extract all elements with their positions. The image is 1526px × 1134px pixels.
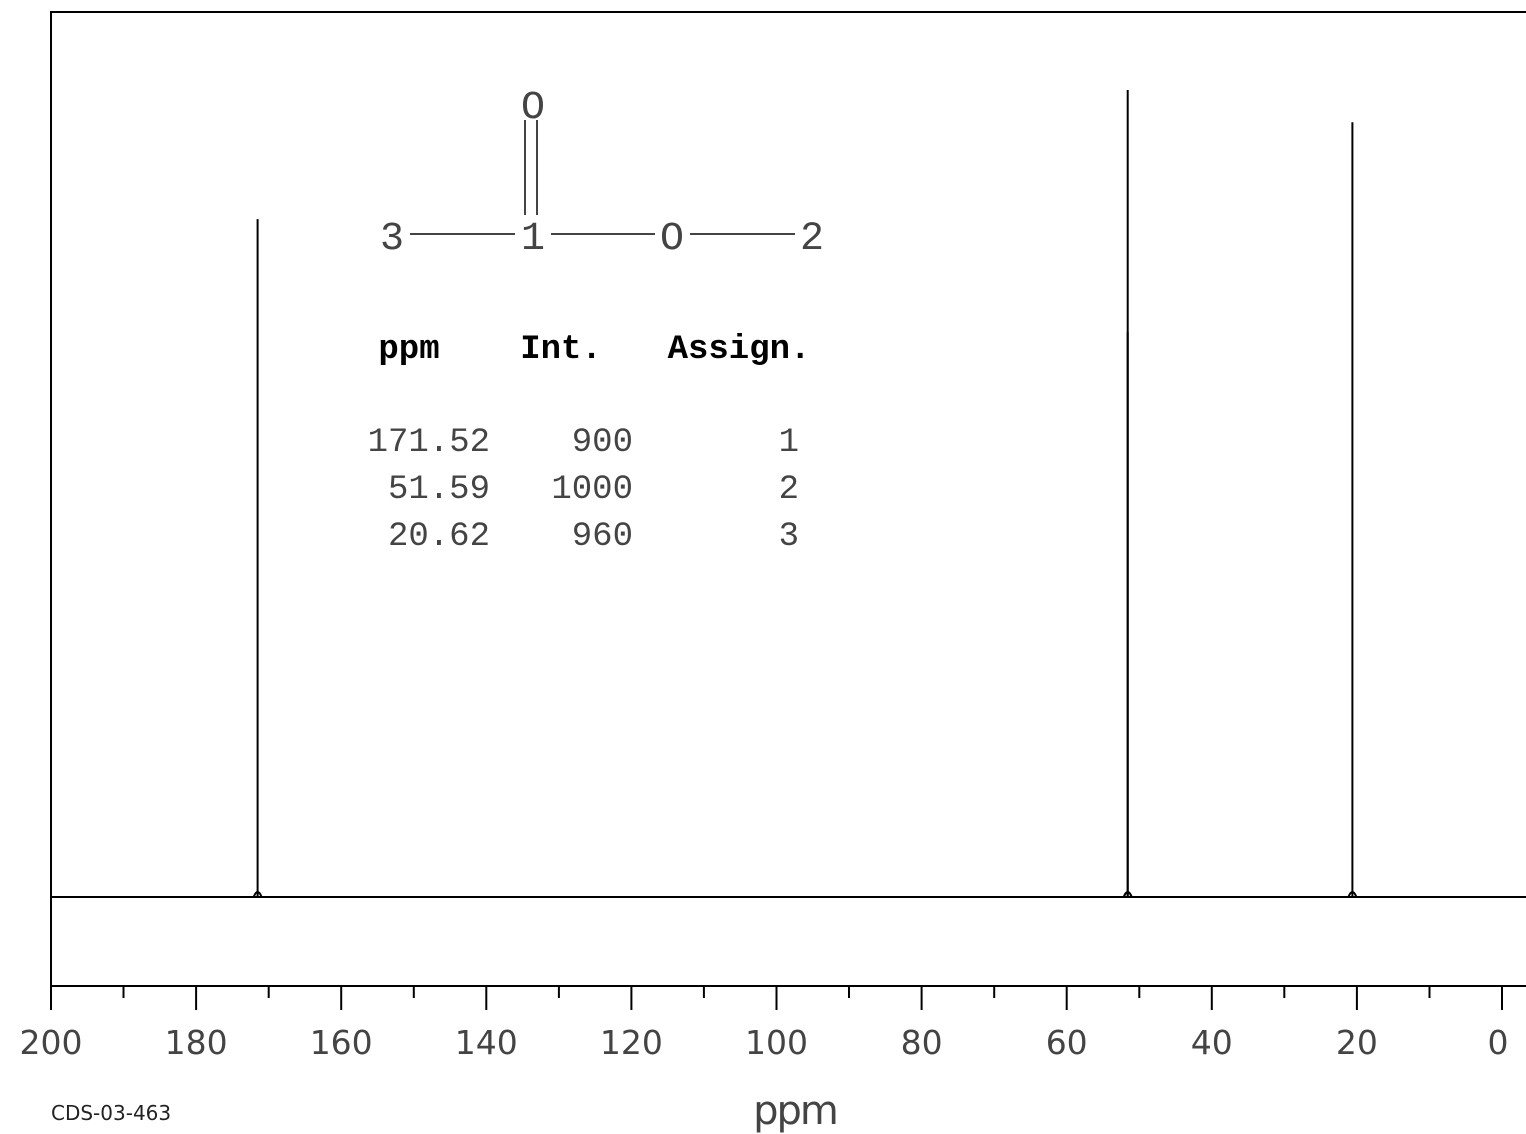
peak-table-cell-ppm: 171.52 (368, 424, 490, 462)
peak-table-cell-assign: 3 (779, 518, 799, 556)
peak-table-header-ppm: ppm (378, 331, 439, 369)
spectrum-id: CDS-03-463 (51, 1101, 171, 1125)
spectrum-peak-base (252, 891, 263, 898)
x-axis-label: ppm (753, 1088, 837, 1134)
peak-table-cell-assign: 2 (779, 471, 799, 509)
peak-table: ppm Int. Assign. 171.52 900 1 51.59 1000… (368, 331, 811, 556)
x-tick-label: 0 (1488, 1023, 1509, 1062)
x-tick-label: 20 (1336, 1023, 1378, 1062)
atom-3: 3 (380, 217, 404, 262)
peak-table-cell-ppm: 20.62 (388, 518, 490, 556)
x-tick-label: 160 (310, 1023, 373, 1062)
x-axis: 200 180 160 140 120 100 80 60 40 20 0 (20, 985, 1526, 1062)
spectrum-peak-base (1122, 891, 1133, 898)
peak-table-header-assign: Assign. (668, 331, 811, 369)
peak-table-header-int: Int. (520, 331, 602, 369)
x-tick-label: 120 (600, 1023, 663, 1062)
peak-table-cell-assign: 1 (779, 424, 799, 462)
x-tick-label: 100 (745, 1023, 808, 1062)
x-tick-label: 80 (901, 1023, 943, 1062)
peak-table-cell-int: 900 (572, 424, 633, 462)
peaks-layer (252, 90, 1358, 898)
x-tick-label: 180 (165, 1023, 228, 1062)
x-tick-label: 60 (1046, 1023, 1088, 1062)
molecule-structure: O 3 1 O 2 (380, 86, 824, 262)
atom-ester-oxygen: O (660, 217, 684, 262)
x-tick-label: 200 (20, 1023, 83, 1062)
peak-table-cell-int: 960 (572, 518, 633, 556)
peak-table-cell-int: 1000 (551, 471, 633, 509)
spectrum-peak-base (1347, 891, 1358, 898)
peak-table-cell-ppm: 51.59 (388, 471, 490, 509)
atom-2: 2 (800, 217, 824, 262)
x-tick-label: 140 (455, 1023, 518, 1062)
x-tick-label: 40 (1191, 1023, 1233, 1062)
atom-1: 1 (521, 217, 545, 262)
